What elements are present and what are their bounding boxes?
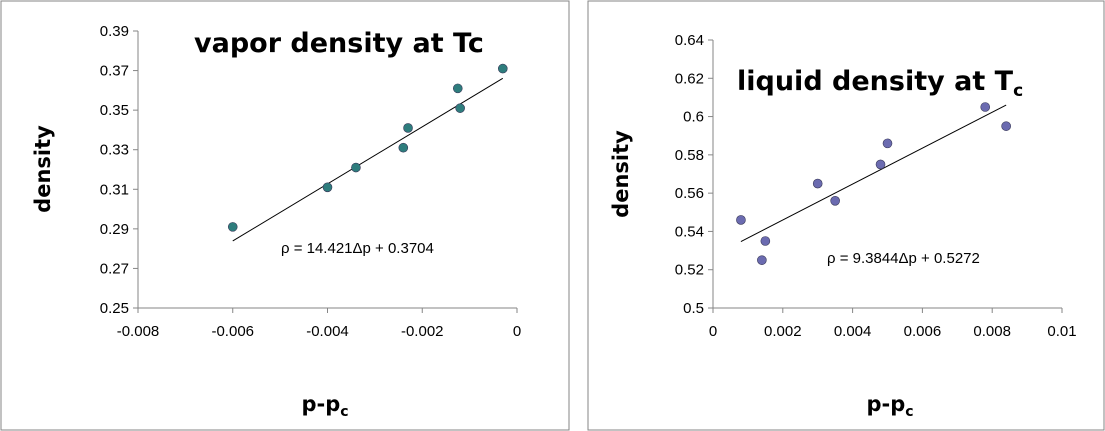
y-tick-labels: 0.25 0.27 0.29 0.31 0.33 0.35 0.37 0.39 (100, 23, 129, 317)
y-tick-label: 0.6 (683, 109, 704, 126)
y-tick-label: 0.5 (683, 300, 704, 317)
x-tick-labels: -0.008 -0.006 -0.004 -0.002 0 (117, 323, 521, 340)
x-tick-label: -0.002 (401, 323, 444, 340)
chart-title-subscript: c (1013, 81, 1023, 101)
data-point (455, 103, 465, 113)
data-points (227, 63, 508, 232)
x-tick-label: 0.004 (834, 323, 872, 340)
chart-area-border (0, 0, 570, 431)
y-tick-label: 0.64 (675, 32, 704, 49)
vapor-density-chart: 0.250.270.290.310.330.350.370.39 -0.008-… (0, 0, 570, 431)
axes (708, 39, 1063, 313)
y-axis-title: density (31, 125, 55, 213)
y-tick-label: 0.58 (675, 147, 704, 164)
data-point (227, 222, 238, 232)
x-tick-label: 0.002 (764, 323, 802, 340)
x-tick-label: -0.008 (117, 323, 160, 340)
chart-title: liquid density at Tc (737, 66, 1023, 101)
x-tick-labels: 0 0.002 0.004 0.006 0.008 0.01 (709, 323, 1077, 340)
x-tick-label: 0.01 (1047, 323, 1076, 340)
data-point (322, 182, 333, 193)
data-point (452, 83, 463, 94)
x-tick-label: 0 (709, 323, 717, 340)
liquid-density-chart: 0.5 0.52 0.54 0.56 0.58 0.6 0.62 0.64 0 0.002 0.0… (587, 0, 1105, 431)
y-tick-label: 0.35 (100, 102, 129, 119)
chart-title-main: liquid density at T (737, 66, 1014, 97)
x-tick-label: 0 (513, 323, 521, 340)
x-axis-title-main: p-p (301, 392, 340, 416)
x-axis-title: p-pc (866, 392, 913, 420)
y-tick-labels: 0.5 0.52 0.54 0.56 0.58 0.6 0.62 0.64 (675, 32, 704, 317)
axes (133, 30, 518, 313)
y-tick-label: 0.37 (100, 63, 129, 80)
data-point (351, 162, 361, 173)
x-tick-label: 0.006 (904, 323, 942, 340)
y-tick-label: 0.27 (100, 260, 129, 277)
x-axis-title-subscript: c (905, 404, 913, 420)
x-axis-title-subscript: c (340, 404, 348, 420)
y-tick-label: 0.62 (675, 70, 704, 87)
data-point (497, 63, 508, 74)
data-point (398, 142, 409, 153)
data-points (736, 102, 1011, 265)
y-tick-label: 0.33 (100, 142, 129, 159)
x-tick-label: -0.004 (306, 323, 349, 340)
chart-area-border (587, 0, 1105, 431)
x-tick-label: 0.008 (973, 323, 1011, 340)
y-tick-label: 0.29 (100, 221, 129, 238)
x-axis-title: p-pc (301, 392, 348, 420)
y-tick-label: 0.52 (675, 262, 704, 279)
data-point (812, 178, 823, 189)
data-point (830, 196, 840, 206)
x-axis-title-main: p-p (866, 392, 905, 416)
chart-title: vapor density at Tc (194, 28, 484, 59)
data-point (875, 159, 886, 170)
y-tick-label: 0.56 (675, 185, 704, 202)
trendline-equation: ρ = 9.3844Δp + 0.5272 (827, 250, 980, 267)
y-tick-label: 0.54 (675, 223, 704, 240)
y-axis-title: density (609, 130, 633, 218)
data-point (403, 123, 413, 133)
y-tick-label: 0.31 (100, 181, 129, 198)
data-point (760, 236, 771, 246)
trendline-equation: ρ = 14.421Δp + 0.3704 (281, 240, 434, 257)
x-tick-label: -0.006 (211, 323, 254, 340)
data-point (882, 138, 893, 149)
y-tick-label: 0.39 (100, 23, 129, 40)
data-point (736, 215, 746, 225)
y-tick-label: 0.25 (100, 300, 129, 317)
data-point (1001, 121, 1011, 131)
trendline (740, 104, 1007, 243)
data-point (980, 102, 991, 112)
data-point (757, 255, 767, 265)
